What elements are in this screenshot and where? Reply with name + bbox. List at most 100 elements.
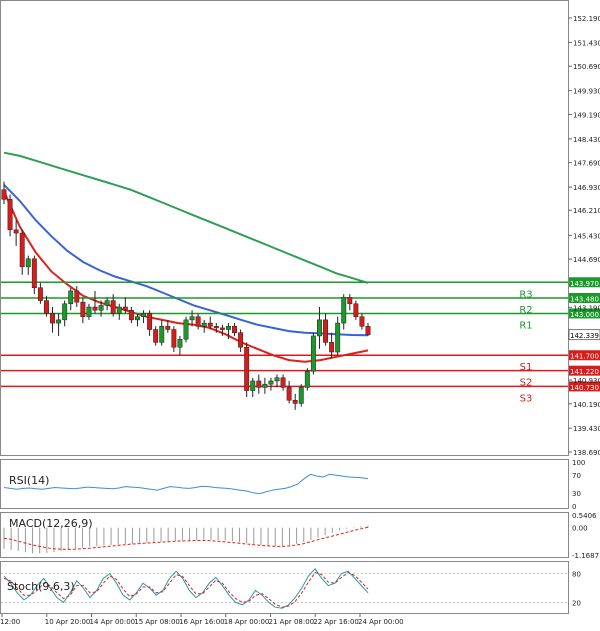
time-tick-label: 10 Apr 20:00	[45, 618, 91, 626]
pivot-level-name: S2	[520, 378, 533, 389]
stoch-tick-label: 20	[572, 599, 581, 607]
candle-body	[256, 380, 262, 388]
time-tick-label: 18 Apr 00:00	[224, 618, 270, 626]
price-tick-label: 151.430	[573, 39, 600, 47]
price-tick-label: 146.210	[573, 207, 600, 215]
candle-body	[122, 306, 128, 311]
rsi-tick-label: 70	[572, 472, 581, 480]
macd-tick-label: 0.00	[572, 525, 588, 533]
candle-body	[50, 313, 55, 324]
candle-body	[250, 380, 256, 391]
rsi-panel-frame	[0, 459, 569, 509]
stoch-tick-label: 80	[572, 571, 581, 579]
candle-body	[244, 346, 250, 391]
pivot-level-name: R1	[519, 320, 532, 331]
candle-body	[86, 306, 92, 317]
candle-body	[359, 316, 365, 327]
price-tick-label: 152.190	[573, 15, 600, 23]
pivot-level-value: 141.220	[570, 368, 599, 376]
pivot-level-name: R2	[519, 305, 532, 316]
candle-body	[286, 387, 292, 401]
price-tick-label: 146.930	[573, 184, 600, 192]
candle-body	[128, 309, 134, 321]
candle-body	[238, 332, 244, 348]
candle-body	[159, 326, 165, 343]
candle-body	[7, 199, 13, 231]
candle-body	[232, 326, 237, 333]
pivot-level-value: 140.730	[570, 384, 599, 392]
price-tick-label: 150.690	[573, 63, 600, 71]
candle-body	[341, 297, 347, 324]
time-tick-label: 15 Apr 08:00	[134, 618, 180, 626]
candle-body	[135, 316, 140, 321]
stoch-panel-frame	[0, 561, 569, 614]
candle-body	[317, 319, 322, 337]
candle-body	[262, 383, 268, 388]
time-tick-label: 16 Apr 16:00	[179, 618, 225, 626]
candle-body	[13, 229, 19, 234]
candle-body	[177, 338, 183, 348]
candle-body	[98, 305, 104, 311]
price-tick-label: 148.430	[573, 136, 600, 144]
rsi-plot	[3, 473, 369, 495]
price-tick-label: 144.690	[573, 256, 600, 264]
pivot-level-tag	[569, 277, 600, 288]
candle-body	[1, 189, 7, 200]
price-tick-label: 147.690	[573, 160, 600, 168]
candle-body	[274, 377, 280, 382]
candle-body	[25, 258, 31, 268]
candle-body	[92, 306, 98, 311]
candle-body	[280, 377, 286, 388]
candle-body	[37, 287, 43, 301]
rsi-label: RSI(14)	[9, 474, 49, 487]
macd-signal-line	[3, 526, 369, 550]
pivot-level-tag	[569, 350, 600, 361]
macd-panel-frame	[0, 512, 569, 558]
pivot-level-value: 141.700	[570, 353, 599, 361]
moving-average-line	[3, 151, 369, 284]
candle-body	[304, 371, 310, 388]
pivot-level-tag	[569, 365, 600, 376]
price-tick-label: 149.190	[573, 111, 600, 119]
candle-body	[310, 335, 316, 372]
candle-body	[353, 303, 359, 317]
candle-body	[104, 300, 110, 306]
candle-body	[226, 326, 231, 330]
candle-body	[335, 322, 341, 353]
pivot-level-tag	[569, 293, 600, 304]
macd-tick-label: -1.1687	[572, 552, 599, 560]
candle-body	[62, 303, 68, 321]
rsi-tick-label: 100	[572, 459, 585, 467]
rsi-tick-label: 30	[572, 490, 581, 498]
time-tick-label: 24 Apr 00:00	[358, 618, 404, 626]
candle-body	[213, 326, 219, 329]
time-tick-label: 12:00	[0, 618, 20, 626]
main-price-plot: R3 R2 R1 S1 S2 S3	[1, 151, 568, 410]
candle-body	[116, 306, 122, 314]
candle-body	[195, 316, 201, 327]
candle-body	[56, 319, 62, 324]
candle-body	[165, 326, 171, 330]
candle-body	[298, 387, 304, 404]
candle-body	[147, 313, 153, 330]
price-tick-label: 143.190	[573, 304, 600, 312]
current-price-tag	[568, 329, 600, 341]
candle-body	[183, 319, 189, 340]
candle-body	[80, 301, 86, 317]
pivot-level-value: 143.480	[570, 296, 599, 304]
stoch-plot	[1, 568, 568, 609]
candle-body	[189, 316, 195, 321]
pivot-level-value: 143.000	[570, 311, 599, 319]
pivot-level-tag	[569, 381, 600, 392]
price-tick-label: 140.930	[573, 377, 600, 385]
pivot-level-value: 143.970	[570, 280, 599, 288]
stoch-main-line	[3, 568, 369, 609]
candle-body	[19, 232, 25, 268]
price-axis: 143.970 143.480 143.000 141.700 141.220 140.7…	[568, 15, 600, 607]
stoch-label: Stoch(9,6,3)	[7, 580, 75, 593]
time-tick-label: 22 Apr 16:00	[313, 618, 359, 626]
main-panel-frame	[0, 0, 569, 456]
candle-body	[268, 380, 274, 385]
